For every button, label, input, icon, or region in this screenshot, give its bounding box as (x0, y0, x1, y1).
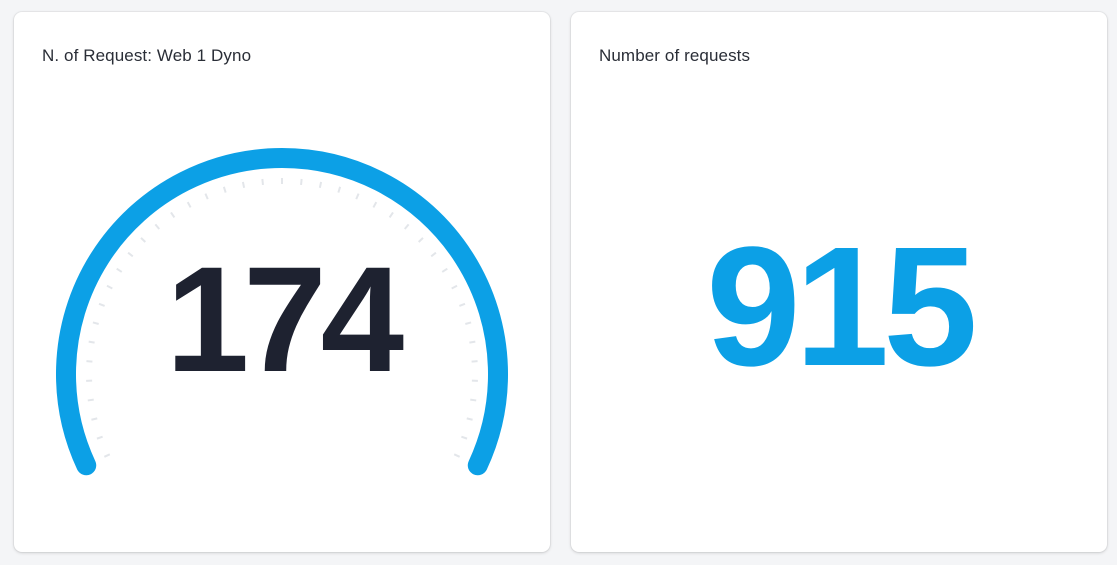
gauge-tick (241, 181, 246, 189)
gauge-tick (388, 211, 394, 218)
gauge-value: 174 (165, 235, 404, 403)
gauge-tick (318, 181, 323, 189)
gauge-tick (91, 417, 98, 421)
gauge-tick (466, 417, 473, 421)
gauge-tick (96, 435, 103, 440)
gauge-tick (103, 453, 111, 458)
gauge-tick (430, 251, 437, 258)
gauge-tick (116, 267, 123, 273)
gauge-tick (469, 340, 476, 344)
gauge-tick (441, 267, 448, 273)
gauge-tick (186, 201, 192, 208)
stat-value: 915 (706, 212, 978, 402)
gauge-tick (88, 340, 95, 344)
gauge-tick (98, 302, 105, 307)
gauge-tick (170, 211, 176, 218)
gauge-tick-marks (86, 178, 478, 458)
gauge-tick (300, 178, 303, 186)
gauge-chart (56, 148, 508, 476)
stat-panel: Number of requests 915 (571, 12, 1107, 552)
gauge-tick (92, 321, 99, 325)
gauge-tick (154, 223, 161, 230)
gauge-tick (337, 186, 342, 193)
stat-panel-title: Number of requests (599, 46, 751, 65)
gauge-tick (87, 398, 94, 402)
gauge-tick (372, 201, 378, 208)
gauge-tick (222, 186, 227, 193)
gauge-tick (417, 237, 424, 243)
gauge-tick (261, 178, 264, 186)
gauge-tick (140, 237, 147, 243)
gauge-tick (465, 321, 472, 325)
gauge-tick (470, 398, 477, 402)
gauge-tick (451, 284, 458, 290)
gauge-tick (459, 302, 466, 307)
gauge-tick (403, 223, 410, 230)
gauge-tick (453, 453, 461, 458)
gauge-panel: N. of Request: Web 1 Dyno 174 (14, 12, 550, 552)
gauge-tick (355, 193, 360, 200)
gauge-tick (461, 435, 468, 440)
gauge-panel-title: N. of Request: Web 1 Dyno (42, 46, 252, 65)
gauge-tick (106, 284, 113, 290)
gauge-arc (56, 148, 508, 476)
gauge-tick (204, 193, 209, 200)
gauge-tick (127, 251, 134, 258)
